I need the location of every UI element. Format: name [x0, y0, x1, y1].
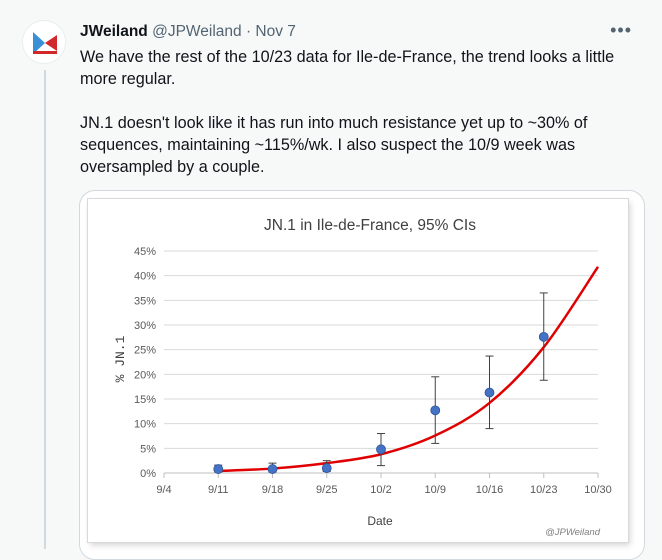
more-dots-icon[interactable]: ••• [610, 20, 632, 40]
x-tick-label: 10/16 [476, 484, 504, 496]
fit-curve [218, 266, 600, 473]
data-point [321, 463, 332, 473]
thread-line [44, 70, 46, 549]
tweet-text: We have the rest of the 10/23 data for I… [80, 46, 645, 178]
x-tick-label: 10/2 [370, 484, 391, 496]
data-points [213, 331, 549, 474]
data-point [484, 387, 495, 398]
data-point [376, 444, 386, 455]
data-point [213, 464, 224, 474]
y-tick-label: 25% [134, 345, 156, 357]
y-tick-label: 40% [134, 271, 156, 283]
tweet-media[interactable]: JN.1 in Ile-de-France, 95% CIs 0% 5% 10% 15… [79, 190, 645, 560]
avatar[interactable] [22, 20, 66, 64]
y-tick-label: 0% [140, 468, 156, 480]
author-name[interactable]: JWeiland [80, 23, 148, 40]
data-point [538, 331, 549, 342]
y-tick-label: 35% [134, 295, 156, 307]
y-tick-label: 30% [134, 320, 156, 332]
x-tick-label: 10/23 [530, 484, 558, 496]
x-tick-label: 9/18 [262, 484, 283, 496]
tweet-date[interactable]: Nov 7 [255, 23, 296, 40]
y-axis-ticks: 0% 5% 10% 15% 20% 25% 30% 35% 40% 45% [134, 246, 156, 480]
tweet-paragraph: JN.1 doesn't look like it has run into m… [80, 114, 588, 176]
y-tick-label: 45% [134, 246, 156, 258]
chart-title: JN.1 in Ile-de-France, 95% CIs [264, 217, 476, 234]
y-tick-label: 10% [134, 419, 156, 431]
x-axis-ticks: 9/4 9/11 9/18 9/25 10/2 10/9 10/16 10/23 10/30 [156, 473, 612, 496]
avatar-logo-icon [23, 21, 65, 63]
data-point [430, 405, 441, 416]
x-tick-label: 10/30 [584, 484, 612, 496]
x-tick-label: 9/25 [316, 484, 337, 496]
y-axis-label: % JN.1 [113, 335, 128, 382]
tweet-paragraph: We have the rest of the 10/23 data for I… [80, 48, 615, 88]
data-point [267, 464, 278, 474]
header-separator: · [245, 23, 252, 40]
y-tick-label: 20% [134, 369, 156, 381]
chart-grid [164, 250, 598, 474]
y-tick-label: 15% [134, 394, 156, 406]
chart-image: JN.1 in Ile-de-France, 95% CIs 0% 5% 10% 15… [88, 199, 628, 542]
x-axis-label: Date [367, 514, 393, 528]
chart-watermark: @JPWeiland [545, 527, 601, 538]
fit-line [218, 266, 600, 473]
author-handle[interactable]: @JPWeiland [152, 23, 242, 40]
tweet-header: JWeiland @JPWeiland · Nov 7 [80, 22, 642, 44]
x-tick-label: 10/9 [425, 484, 446, 496]
x-tick-label: 9/11 [208, 484, 229, 496]
chart: JN.1 in Ile-de-France, 95% CIs 0% 5% 10% 15… [113, 217, 612, 538]
y-tick-label: 5% [140, 443, 156, 455]
x-tick-label: 9/4 [156, 484, 171, 496]
